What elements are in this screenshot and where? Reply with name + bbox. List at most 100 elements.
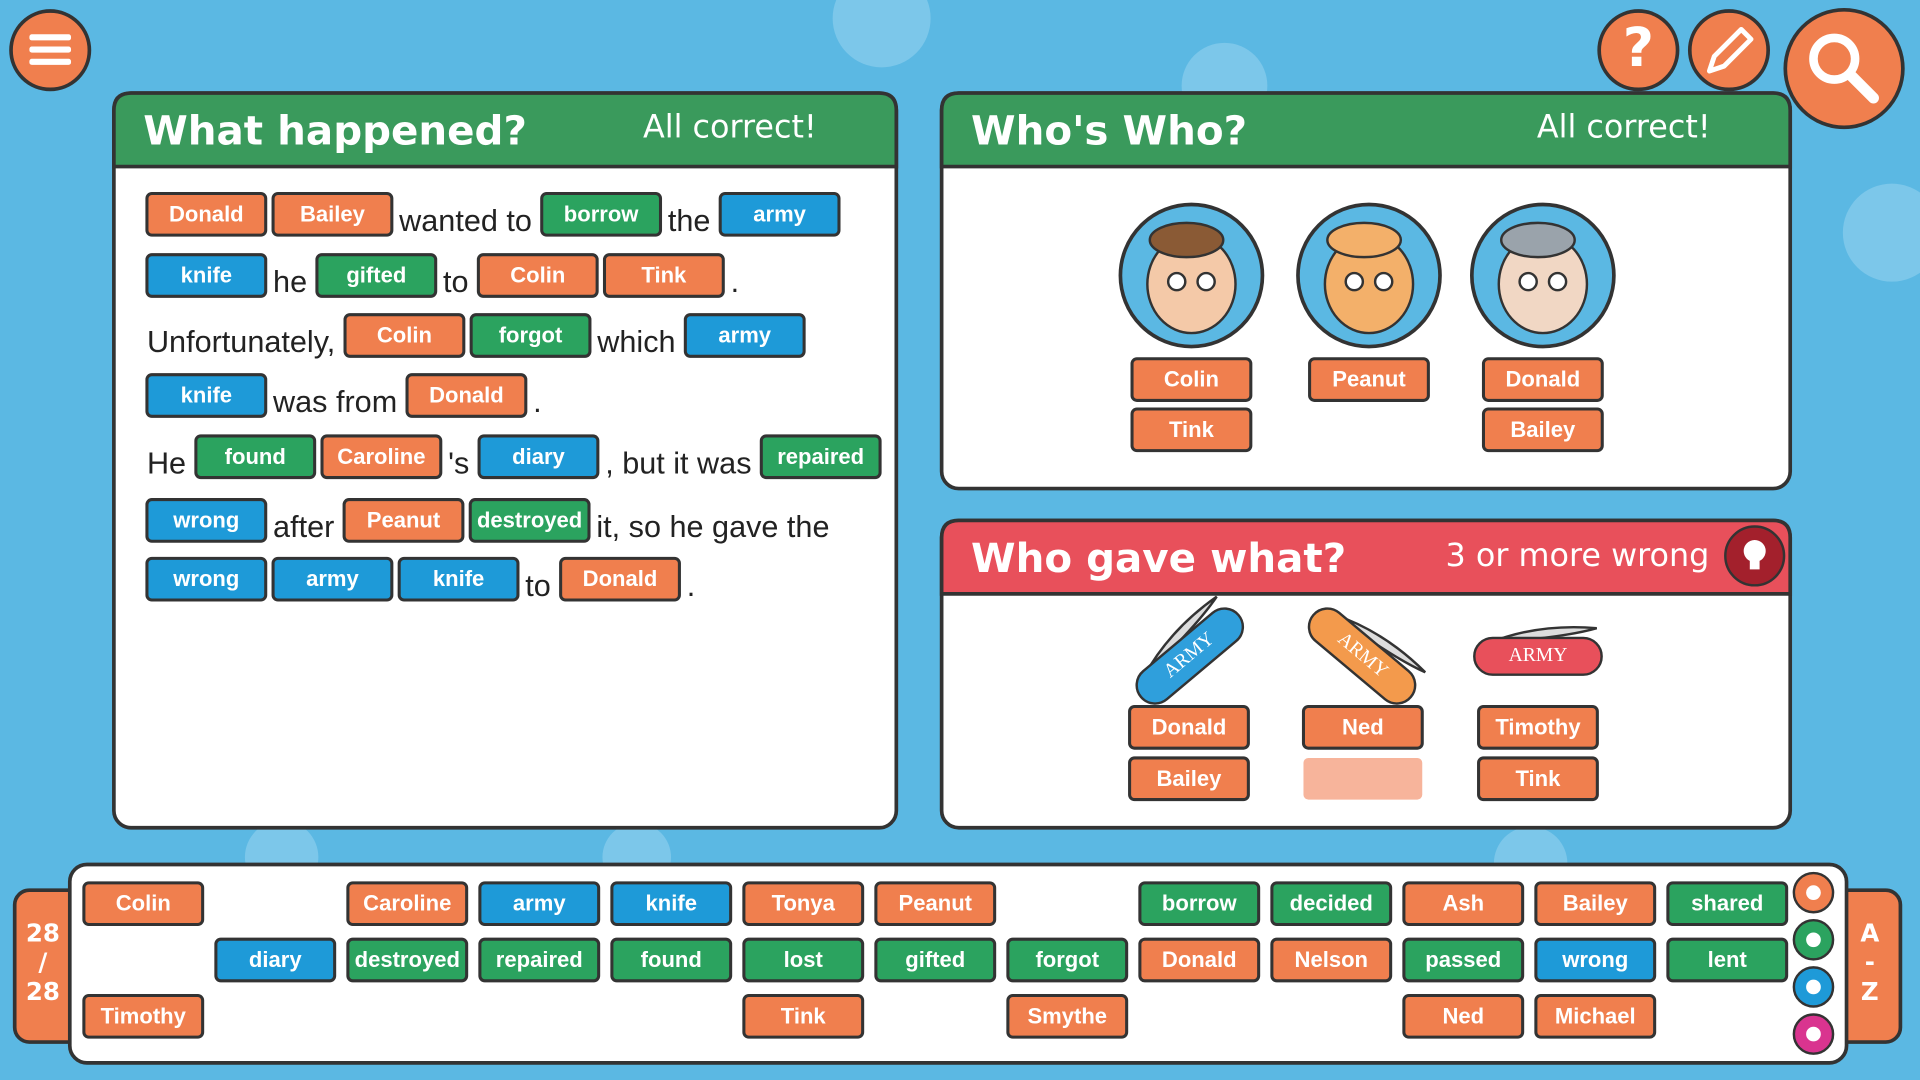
word-tile[interactable]: Donald [1128, 705, 1250, 750]
story-text: the [668, 204, 711, 238]
word-tile[interactable]: destroyed [346, 937, 469, 983]
word-tile[interactable]: Tonya [742, 881, 865, 927]
tile-box [1534, 881, 1657, 927]
word-tile[interactable]: passed [1402, 937, 1525, 983]
word-tile[interactable]: Peanut [342, 498, 465, 543]
tile-label: forgot [499, 323, 563, 348]
portrait-eye [1166, 271, 1187, 292]
word-tile[interactable]: Donald [1481, 357, 1604, 402]
tile-label: Ned [1442, 1003, 1484, 1028]
word-tile[interactable]: Donald [145, 191, 268, 237]
filter-actions[interactable] [1792, 918, 1835, 961]
portrait-hair [1326, 221, 1403, 259]
word-tile[interactable]: diary [477, 434, 600, 480]
tile-label: diary [249, 947, 302, 972]
tile-label: Timothy [101, 1003, 187, 1028]
tile-box [742, 937, 865, 983]
word-tile[interactable]: Peanut [1308, 357, 1430, 402]
tile-box [478, 937, 601, 983]
tile-label: army [753, 201, 806, 226]
word-tile[interactable]: knife [145, 373, 268, 418]
word-tile[interactable]: lent [1666, 937, 1789, 983]
word-tile[interactable]: Nelson [1270, 937, 1393, 983]
tile-label: Donald [169, 201, 244, 226]
tile-label: Ash [1442, 891, 1484, 916]
word-tile[interactable]: army [478, 881, 601, 927]
word-tile[interactable]: knife [145, 253, 268, 298]
word-tile[interactable]: Tink [1130, 407, 1253, 453]
filter-people[interactable] [1792, 871, 1835, 914]
word-tile[interactable]: Timothy [82, 993, 205, 1039]
help-button[interactable]: ? [1597, 9, 1680, 92]
word-tile[interactable]: destroyed [468, 498, 591, 543]
word-tile[interactable]: Timothy [1477, 705, 1599, 750]
word-tile[interactable]: Ash [1402, 881, 1525, 927]
word-tile[interactable]: shared [1666, 881, 1789, 927]
filter-favourites[interactable] [1792, 1013, 1835, 1055]
word-tile[interactable]: Bailey [1481, 407, 1604, 453]
tile-label: borrow [1162, 891, 1238, 916]
word-tile[interactable]: borrow [1138, 881, 1261, 927]
word-tile[interactable]: Donald [559, 556, 681, 602]
tile-label: Donald [1152, 714, 1227, 739]
word-tile[interactable]: Smythe [1006, 993, 1129, 1039]
word-tile[interactable]: borrow [540, 191, 663, 237]
story-text: He [147, 446, 186, 480]
word-tile[interactable]: forgot [469, 313, 592, 358]
knife-handle [1135, 607, 1245, 705]
word-tile[interactable]: Colin [82, 881, 205, 927]
word-tile[interactable]: diary [214, 937, 337, 983]
word-tile[interactable]: Tink [742, 993, 865, 1039]
tile-box [1138, 937, 1261, 983]
word-tile[interactable]: army [683, 313, 806, 358]
word-tile[interactable]: Donald [1138, 937, 1261, 983]
word-tile[interactable]: wrong [145, 498, 268, 543]
filter-other[interactable] [1792, 966, 1835, 1008]
word-tile[interactable]: Peanut [874, 881, 997, 927]
word-tile[interactable]: repaired [759, 434, 882, 480]
word-tile[interactable]: army [271, 556, 394, 602]
character-portrait [1118, 202, 1265, 349]
word-tile[interactable]: knife [397, 556, 520, 602]
word-tile[interactable]: found [610, 937, 733, 983]
tile-box [1402, 937, 1525, 983]
story-text: . [731, 265, 740, 299]
word-tile[interactable]: Tink [1477, 756, 1599, 802]
word-tile[interactable]: Bailey [1128, 756, 1250, 802]
panel-title: Who's Who? [971, 106, 1247, 154]
word-tile[interactable]: Colin [343, 313, 466, 358]
empty-slot[interactable] [1303, 757, 1423, 800]
word-tile[interactable]: gifted [315, 253, 438, 298]
word-tile[interactable]: Ned [1402, 993, 1525, 1039]
word-tile[interactable]: repaired [478, 937, 601, 983]
word-tile[interactable]: Michael [1534, 993, 1657, 1039]
word-tile[interactable]: Colin [1130, 357, 1253, 402]
word-tile[interactable]: Tink [602, 253, 725, 298]
search-button[interactable] [1783, 7, 1905, 130]
tile-label: knife [181, 383, 232, 408]
word-tile[interactable]: decided [1270, 881, 1393, 927]
word-tile[interactable]: Caroline [320, 434, 443, 480]
tile-label: army [306, 566, 359, 591]
word-tile[interactable]: lost [742, 937, 865, 983]
word-tile[interactable]: Ned [1301, 705, 1424, 750]
menu-button[interactable] [9, 9, 92, 92]
tile-label: Donald [583, 566, 658, 591]
word-tile[interactable]: Colin [476, 253, 599, 298]
tile-label: army [513, 891, 566, 916]
word-tile[interactable]: gifted [874, 937, 997, 983]
tile-box [145, 191, 268, 237]
word-tile[interactable]: knife [610, 881, 733, 927]
word-tile[interactable]: army [718, 191, 841, 237]
word-tile[interactable]: Caroline [346, 881, 469, 927]
word-tile[interactable]: Bailey [271, 191, 394, 237]
tile-box [1481, 407, 1604, 453]
edit-button[interactable] [1687, 9, 1770, 92]
word-tile[interactable]: wrong [145, 556, 268, 602]
word-tile[interactable]: Donald [405, 373, 528, 418]
word-tile[interactable]: forgot [1006, 937, 1129, 983]
word-tile[interactable]: found [194, 434, 317, 480]
word-tile[interactable]: wrong [1534, 937, 1657, 983]
hint-button[interactable] [1724, 525, 1786, 587]
word-tile[interactable]: Bailey [1534, 881, 1657, 927]
